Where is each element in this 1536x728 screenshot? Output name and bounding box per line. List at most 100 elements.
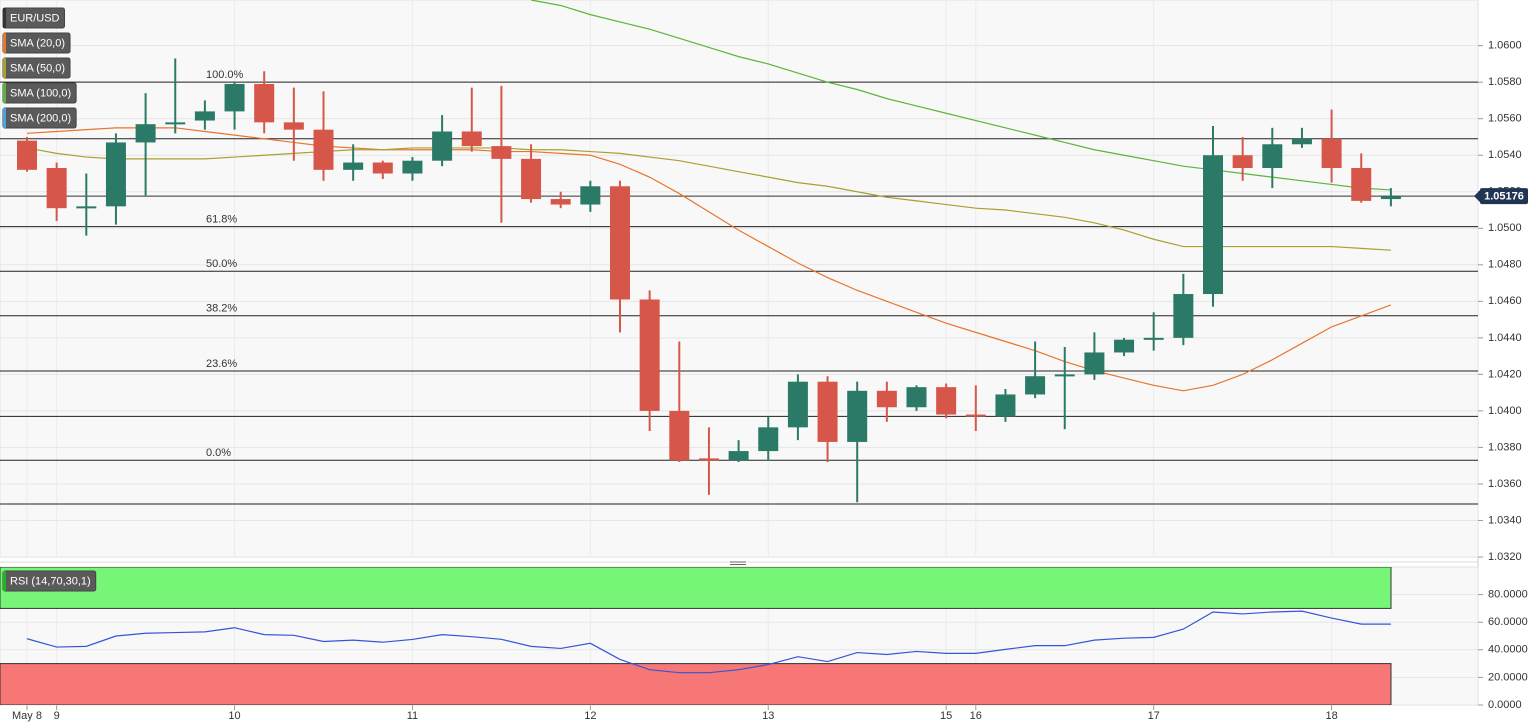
- y-tick-label: 1.0500: [1488, 222, 1522, 234]
- candle-body: [254, 84, 275, 123]
- x-tick-label: May 8: [12, 710, 42, 722]
- y-tick-label: 1.0480: [1488, 259, 1522, 271]
- legend-label: SMA (20,0): [10, 37, 65, 49]
- candle-body: [1084, 352, 1105, 375]
- candle-body: [1173, 294, 1194, 338]
- legend-swatch: [3, 108, 6, 128]
- y-tick-label: 0.0000: [1488, 699, 1522, 711]
- y-tick-label: 1.0540: [1488, 149, 1522, 161]
- y-tick-label: 60.0000: [1488, 616, 1528, 628]
- overbought-zone: [0, 567, 1392, 609]
- legend-label: EUR/USD: [10, 12, 60, 24]
- fib-label: 38.2%: [206, 303, 237, 315]
- fib-label: 23.6%: [206, 358, 237, 370]
- candle-body: [224, 84, 245, 112]
- y-tick-label: 1.0380: [1488, 441, 1522, 453]
- candle-body: [461, 131, 482, 147]
- sma-line: [26, 147, 1391, 251]
- candle-body: [46, 168, 67, 209]
- candle-body: [639, 299, 660, 411]
- candle-body: [283, 122, 304, 130]
- rsi-line: [26, 610, 1391, 674]
- candle-body: [1054, 374, 1075, 377]
- y-tick-label: 1.0440: [1488, 332, 1522, 344]
- y-tick-label: 1.0400: [1488, 405, 1522, 417]
- oversold-zone: [0, 663, 1392, 705]
- fib-label: 61.8%: [206, 213, 237, 225]
- legend-swatch: [3, 83, 6, 103]
- candle-body: [105, 142, 126, 207]
- y-tick-label: 1.0420: [1488, 368, 1522, 380]
- candle-body: [906, 387, 927, 408]
- x-tick-label: 13: [762, 710, 774, 722]
- candle-body: [313, 129, 334, 170]
- y-tick-label: 1.0360: [1488, 478, 1522, 490]
- candle-body: [135, 124, 156, 143]
- candle-body: [372, 162, 393, 174]
- candle-body: [17, 140, 37, 170]
- fib-label: 0.0%: [206, 447, 231, 459]
- x-tick-label: 9: [54, 710, 60, 722]
- candle-body: [76, 206, 97, 209]
- candle-body: [876, 390, 897, 408]
- y-tick-label: 80.0000: [1488, 589, 1528, 601]
- candle-body: [728, 451, 749, 461]
- fib-label: 100.0%: [206, 69, 244, 81]
- x-tick-label: 17: [1148, 710, 1160, 722]
- candle-body: [343, 162, 364, 170]
- legend-label: SMA (50,0): [10, 62, 65, 74]
- y-tick-label: 1.0340: [1488, 514, 1522, 526]
- candle-body: [1291, 138, 1312, 145]
- legend-swatch: [3, 8, 6, 28]
- last-price-box: [1480, 188, 1528, 205]
- plot-area: [0, 0, 1478, 557]
- legend-swatch: [3, 33, 6, 53]
- candle-body: [610, 186, 630, 300]
- candle-body: [669, 410, 690, 461]
- x-tick-label: 11: [407, 710, 418, 722]
- x-tick-label: 12: [584, 710, 596, 722]
- y-tick-label: 1.0560: [1488, 113, 1522, 125]
- candle-body: [1351, 168, 1372, 201]
- legend-label: SMA (200,0): [10, 112, 71, 124]
- candle-body: [1232, 155, 1253, 169]
- y-tick-label: 1.0460: [1488, 295, 1522, 307]
- x-tick-label: 10: [228, 710, 240, 722]
- candle-body: [1143, 337, 1164, 340]
- candle-body: [432, 131, 453, 161]
- candle-body: [1321, 138, 1342, 169]
- candle-body: [194, 111, 215, 121]
- legend-swatch: [3, 571, 6, 591]
- plot-area: [0, 567, 1478, 705]
- y-tick-label: 20.0000: [1488, 671, 1528, 683]
- sma-line: [530, 0, 1391, 191]
- candle-body: [847, 390, 868, 442]
- candle-body: [1114, 339, 1135, 353]
- y-tick-label: 1.0580: [1488, 76, 1522, 88]
- x-tick-label: 15: [940, 710, 952, 722]
- candle-body: [521, 158, 542, 200]
- sma-line: [26, 127, 1392, 392]
- y-tick-label: 40.0000: [1488, 644, 1528, 656]
- candle-body: [1262, 144, 1283, 169]
- candle-body: [758, 427, 779, 452]
- candle-body: [580, 186, 601, 205]
- candle-body: [550, 199, 571, 205]
- candle-body: [995, 394, 1016, 417]
- legend-label: RSI (14,70,30,1): [10, 575, 91, 587]
- candle-body: [1203, 155, 1223, 295]
- candle-body: [787, 381, 808, 428]
- y-tick-label: 1.0320: [1488, 551, 1522, 563]
- plot-background: [0, 0, 1479, 558]
- candle-body: [698, 458, 719, 461]
- candle-body: [936, 387, 957, 415]
- x-tick-label: 18: [1325, 710, 1337, 722]
- panel-divider: [0, 561, 1478, 565]
- legend-swatch: [3, 58, 6, 78]
- candle-body: [402, 160, 423, 174]
- candle-body: [165, 122, 186, 125]
- candle-body: [817, 381, 838, 442]
- last-price-label: 1.05176: [1484, 191, 1524, 203]
- x-tick-label: 16: [970, 710, 982, 722]
